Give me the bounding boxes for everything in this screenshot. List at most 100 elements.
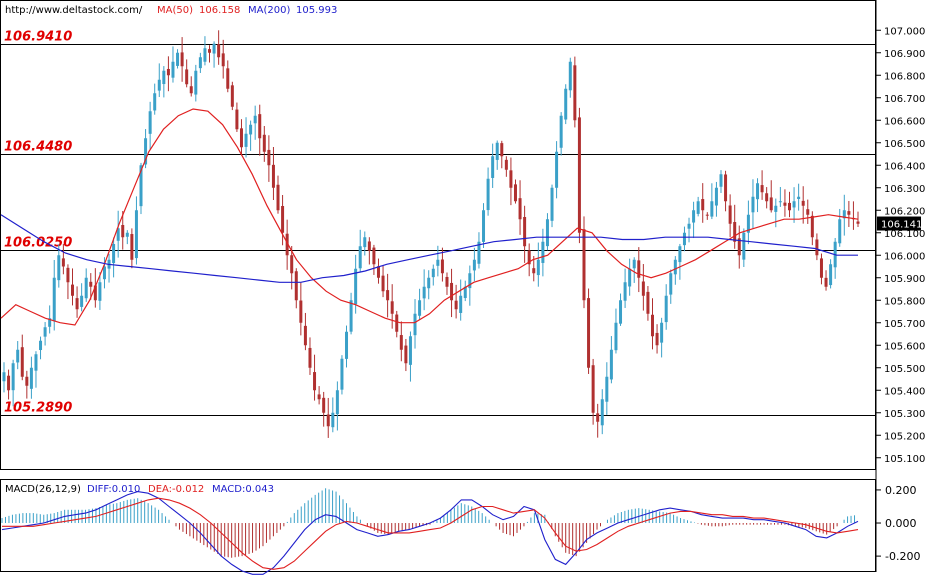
candle-body xyxy=(609,349,613,380)
candle-body xyxy=(239,128,243,148)
candle-body xyxy=(728,205,732,224)
candle-body xyxy=(705,214,709,216)
ma50-line xyxy=(0,108,859,326)
candle-body xyxy=(194,70,198,95)
candle-body xyxy=(340,358,344,390)
candle-body xyxy=(267,149,271,166)
macd-diff-line xyxy=(1,491,859,575)
candle-body xyxy=(760,185,764,193)
candle-body xyxy=(701,199,705,211)
ma50-label: MA(50) xyxy=(157,5,193,16)
candle-body xyxy=(491,156,495,178)
candle-body xyxy=(669,273,673,295)
candle-body xyxy=(102,266,106,280)
candle-body xyxy=(495,142,499,160)
candle-body xyxy=(746,214,750,233)
candle-body xyxy=(404,345,408,364)
price-tick-label: 106.800 xyxy=(884,71,925,82)
candle-body xyxy=(641,281,645,296)
candle-body xyxy=(646,291,650,314)
candle-body xyxy=(130,234,134,260)
candle-body xyxy=(477,241,481,264)
candle-body xyxy=(29,367,33,389)
candle-body xyxy=(52,277,56,322)
candle-body xyxy=(623,282,627,301)
candle-body xyxy=(664,295,668,323)
candle-body xyxy=(180,52,184,67)
macd-dea-line xyxy=(2,497,859,570)
candle-body xyxy=(235,109,239,130)
last-price-label: 106.141 xyxy=(881,220,922,231)
macd-panel-frame xyxy=(0,479,876,572)
candle-body xyxy=(673,259,677,275)
candle-body xyxy=(847,211,851,215)
candle-body xyxy=(198,57,202,69)
candle-body xyxy=(737,238,741,256)
candle-body xyxy=(422,286,426,299)
last-price-tag xyxy=(877,216,921,231)
candle-body xyxy=(212,43,216,54)
candle-body xyxy=(751,196,755,213)
candle-body xyxy=(459,295,463,313)
candle-body xyxy=(765,193,769,202)
candle-body xyxy=(436,259,440,266)
candle-body xyxy=(710,201,714,217)
candle-body xyxy=(166,68,170,76)
candle-body xyxy=(317,394,321,400)
candle-body xyxy=(313,372,317,391)
candle-body xyxy=(810,215,814,238)
candle-body xyxy=(463,286,467,299)
candle-body xyxy=(262,134,266,152)
candle-body xyxy=(413,313,417,336)
candle-body xyxy=(148,111,152,134)
candle-body xyxy=(93,285,97,301)
candle-body xyxy=(2,372,6,382)
candle-body xyxy=(445,276,449,287)
candle-body xyxy=(733,222,737,242)
candle-body xyxy=(116,228,120,241)
candle-body xyxy=(221,53,225,67)
candle-body xyxy=(98,282,102,301)
candle-body xyxy=(11,363,15,391)
candle-body xyxy=(500,143,504,157)
candle-body xyxy=(655,332,659,346)
candle-body xyxy=(48,318,52,327)
candle-body xyxy=(545,219,549,247)
candle-body xyxy=(660,322,664,343)
candle-body xyxy=(84,277,88,299)
candle-body xyxy=(258,114,262,139)
candle-body xyxy=(628,268,632,287)
candle-body xyxy=(408,336,412,365)
price-tick-label: 105.400 xyxy=(884,386,925,397)
candle-body xyxy=(650,314,654,337)
candle-body xyxy=(555,151,559,188)
price-tick-label: 105.600 xyxy=(884,341,925,352)
candle-body xyxy=(345,331,349,359)
candle-body xyxy=(532,268,536,274)
candle-body xyxy=(285,233,289,256)
macd-tick-label: 0.200 xyxy=(885,484,917,497)
candle-body xyxy=(582,229,586,301)
candle-body xyxy=(573,65,577,121)
candle-body xyxy=(134,210,138,259)
candle-body xyxy=(509,170,513,188)
candle-body xyxy=(518,198,522,220)
candle-body xyxy=(431,268,435,278)
price-tick-label: 106.100 xyxy=(884,229,925,240)
price-tick-label: 106.900 xyxy=(884,49,925,60)
candle-body xyxy=(43,327,47,337)
candle-body xyxy=(16,349,20,363)
candle-body xyxy=(390,301,394,314)
candle-body xyxy=(801,200,805,206)
candle-body xyxy=(217,44,221,58)
candle-body xyxy=(714,187,718,206)
candle-body xyxy=(619,300,623,324)
price-tick-label: 107.000 xyxy=(884,26,925,37)
candle-body xyxy=(440,259,444,274)
candle-body xyxy=(541,241,545,263)
ma200-value: 105.993 xyxy=(296,5,337,16)
candle-body xyxy=(253,115,257,124)
candle-body xyxy=(614,322,618,351)
candle-body xyxy=(208,49,212,53)
